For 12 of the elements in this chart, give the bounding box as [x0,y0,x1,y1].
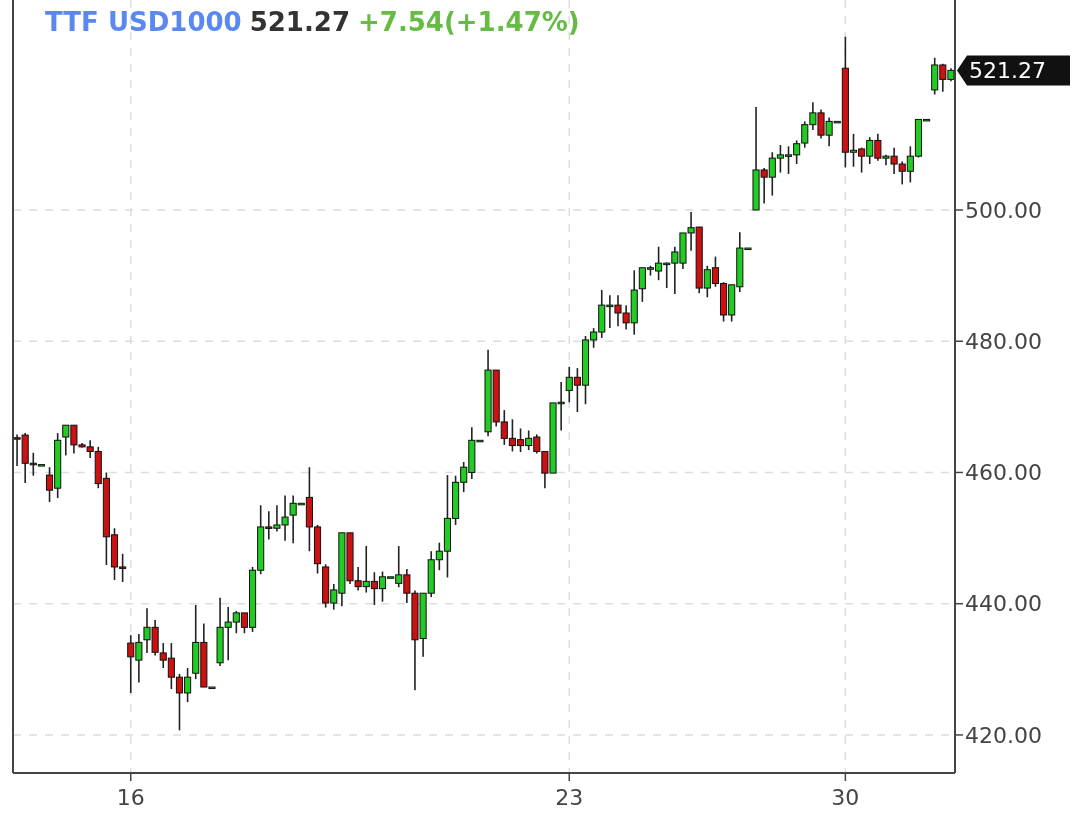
x-tick-label: 16 [116,785,145,810]
y-tick-label: 440.00 [965,591,1042,617]
y-tick-label: 420.00 [965,722,1042,748]
x-tick-label: 30 [831,785,860,810]
annotation: +7.54(+1.47%) [358,7,580,37]
chart-subtitle: 521.27 [249,7,351,37]
y-tick-label: 500.00 [965,197,1042,223]
y-tick-label: 480.00 [965,328,1042,354]
x-tick-label: 23 [555,785,584,810]
chart-title: TTF USD1000 [45,7,242,37]
y-tick-label: 460.00 [965,460,1042,486]
text: 521.27 [969,58,1046,84]
